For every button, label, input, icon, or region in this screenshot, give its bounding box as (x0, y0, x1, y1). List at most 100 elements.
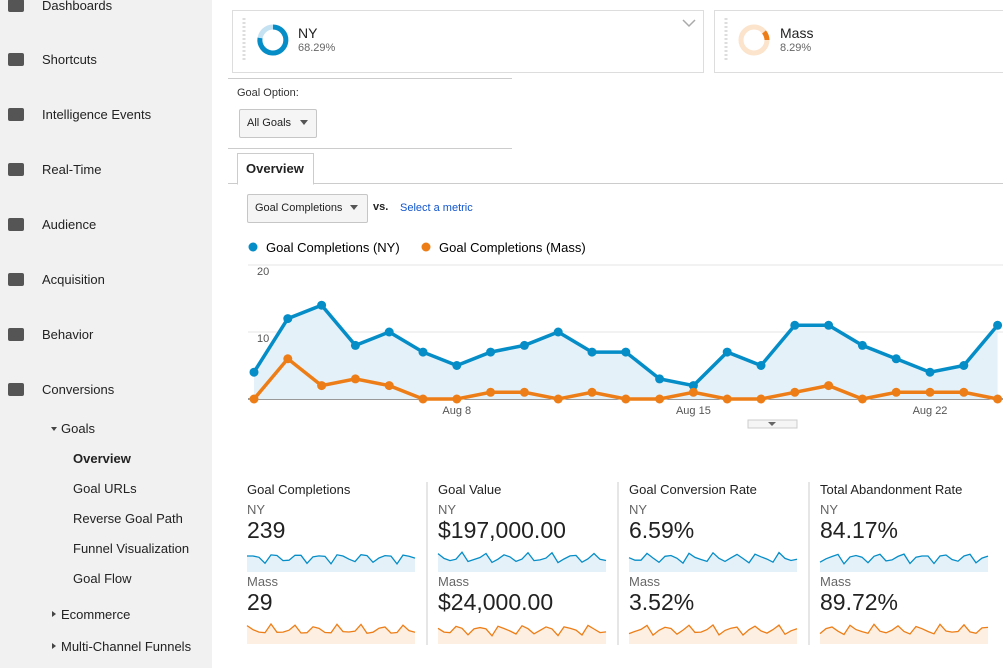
scorecard-segment: NY (247, 502, 266, 517)
point (756, 394, 766, 404)
sparkline-area (438, 552, 606, 572)
sparkline-area (629, 552, 797, 572)
scorecard-title: Goal Conversion Rate (629, 482, 757, 497)
point (418, 394, 428, 404)
sparkline-area (820, 624, 988, 644)
scorecard-value: 6.59% (629, 517, 695, 543)
tab[interactable] (237, 153, 314, 185)
legend-label: Goal Completions (Mass) (439, 240, 586, 255)
nav-item[interactable]: Shortcuts (42, 52, 97, 67)
metric-link[interactable]: Select a metric (400, 202, 473, 214)
point (317, 300, 327, 310)
point (519, 340, 529, 350)
legend-label: Goal Completions (NY) (266, 240, 400, 255)
point (587, 387, 597, 397)
scorecard-value: 239 (247, 517, 286, 543)
point (587, 347, 597, 357)
nav-item[interactable]: Multi-Channel Funnels (61, 639, 192, 654)
scorecard-segment: Mass (438, 574, 470, 589)
point (993, 320, 1003, 330)
segment-card[interactable] (232, 10, 704, 73)
nav-item[interactable]: Conversions (42, 382, 115, 397)
point (756, 361, 766, 370)
scorecard-segment: Mass (247, 574, 279, 589)
point (993, 394, 1003, 404)
segment-card[interactable] (714, 10, 1003, 73)
point (959, 361, 969, 370)
sparkline-area (629, 625, 797, 644)
nav-item[interactable]: Goals (61, 421, 95, 436)
scorecard-value: $197,000.00 (438, 517, 566, 543)
nav-item[interactable]: Ecommerce (61, 607, 131, 622)
point (249, 394, 259, 404)
nav-arrow (52, 643, 59, 649)
point (655, 394, 665, 404)
point (891, 387, 901, 397)
nav-subitem[interactable]: Overview (73, 451, 131, 466)
sparkline (628, 624, 798, 637)
segment-name: Mass (780, 25, 814, 41)
point (688, 381, 698, 391)
sparkline (247, 554, 416, 566)
tab-label[interactable]: Overview (246, 161, 304, 176)
point (857, 340, 867, 350)
nav-subitem[interactable]: Reverse Goal Path (73, 511, 183, 526)
point (959, 387, 969, 397)
sparkline-area (247, 624, 415, 644)
divider (228, 148, 512, 149)
point (621, 394, 631, 404)
point (486, 387, 496, 397)
scorecard-value: 84.17% (820, 517, 899, 543)
metric-select-value: Goal Completions (255, 202, 343, 214)
point (384, 327, 394, 337)
x-tick-label: Aug 8 (442, 405, 471, 417)
segment-share: 68.29% (298, 42, 336, 54)
metric-select[interactable] (247, 194, 368, 223)
nav-subitem[interactable]: Funnel Visualization (73, 541, 190, 556)
point (249, 367, 259, 377)
point (790, 387, 800, 397)
nav-subitem[interactable]: Goal Flow (73, 571, 132, 586)
vs-label: vs. (373, 201, 389, 213)
segment-share: 8.29% (780, 42, 812, 54)
point (891, 354, 901, 364)
point (452, 394, 462, 404)
x-tick-label: Aug 22 (913, 405, 948, 417)
nav-icon (8, 108, 24, 121)
nav-item[interactable]: Behavior (42, 327, 94, 342)
dropdown-arrow (300, 120, 308, 129)
sparkline (628, 551, 798, 565)
nav-icon (8, 0, 24, 12)
nav-arrow (52, 611, 59, 617)
nav-icon (8, 218, 24, 231)
point (790, 320, 800, 330)
point (350, 374, 360, 384)
nav-item[interactable]: Audience (42, 217, 97, 232)
scorecard-value: 3.52% (629, 589, 695, 615)
goal-option-value: All Goals (247, 117, 292, 129)
point (452, 361, 462, 370)
point (857, 394, 867, 404)
y-tick-label: 10 (257, 333, 269, 345)
point (688, 387, 698, 397)
nav-icon (8, 53, 24, 66)
sparkline (437, 551, 607, 564)
sparkline-area (438, 625, 606, 644)
nav-icon (8, 383, 24, 396)
goal-option-label: Goal Option: (237, 87, 299, 99)
point (486, 347, 496, 357)
point (350, 340, 360, 350)
point (824, 320, 834, 330)
nav-item[interactable]: Real-Time (42, 162, 102, 177)
point (925, 387, 935, 397)
nav-item[interactable]: Dashboards (42, 0, 113, 13)
scorecard-title: Goal Value (438, 482, 502, 497)
scorecard-segment: Mass (820, 574, 852, 589)
nav-subitem[interactable]: Goal URLs (73, 481, 137, 496)
sparkline (437, 624, 607, 637)
nav-item[interactable]: Intelligence Events (42, 107, 152, 122)
scorecard-value: 29 (247, 589, 273, 615)
nav-item[interactable]: Acquisition (42, 272, 105, 287)
sparkline-area (247, 554, 415, 572)
